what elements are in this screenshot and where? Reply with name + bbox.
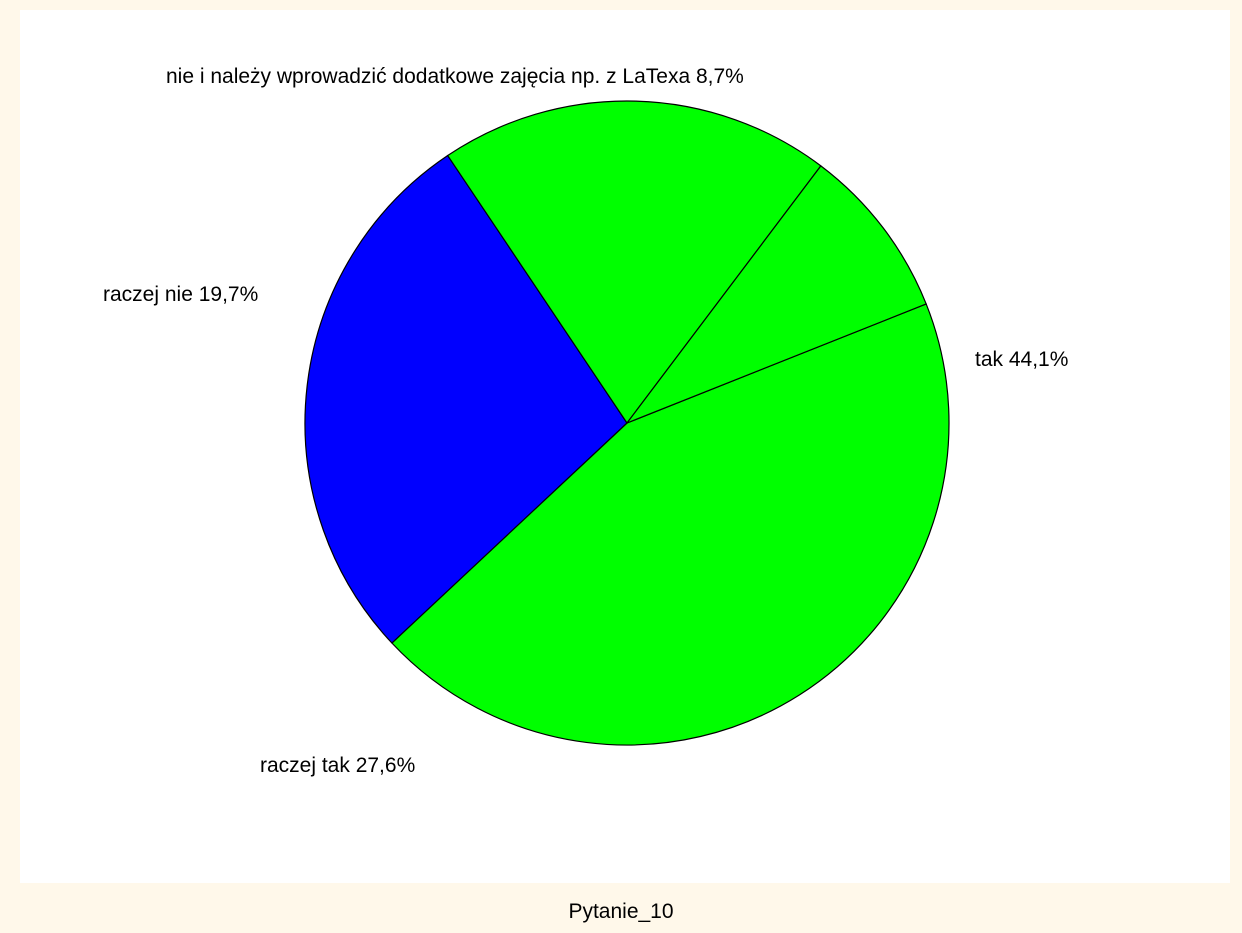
pie-slice-1: [391, 303, 950, 746]
slice-label-4: nie i należy wprowadzić dodatkowe zajęci…: [166, 65, 744, 88]
slice-label-1: tak 44,1%: [975, 348, 1068, 371]
pie-slice-4: [626, 165, 927, 424]
pie-labels: tak 44,1% raczej tak 27,6% raczej nie 19,7…: [103, 65, 1068, 777]
pie-slices: [304, 100, 950, 746]
slice-label-2: raczej tak 27,6%: [260, 754, 415, 777]
pie-chart: tak 44,1% raczej tak 27,6% raczej nie 19,7…: [103, 65, 1068, 777]
pie-slice-3: [447, 100, 822, 424]
slice-label-3: raczej nie 19,7%: [103, 283, 258, 306]
pie-slice-2: [304, 154, 628, 644]
chart-title: Pytanie_10: [568, 900, 674, 923]
plot-area: tak 44,1% raczej tak 27,6% raczej nie 19,7…: [20, 10, 1230, 883]
